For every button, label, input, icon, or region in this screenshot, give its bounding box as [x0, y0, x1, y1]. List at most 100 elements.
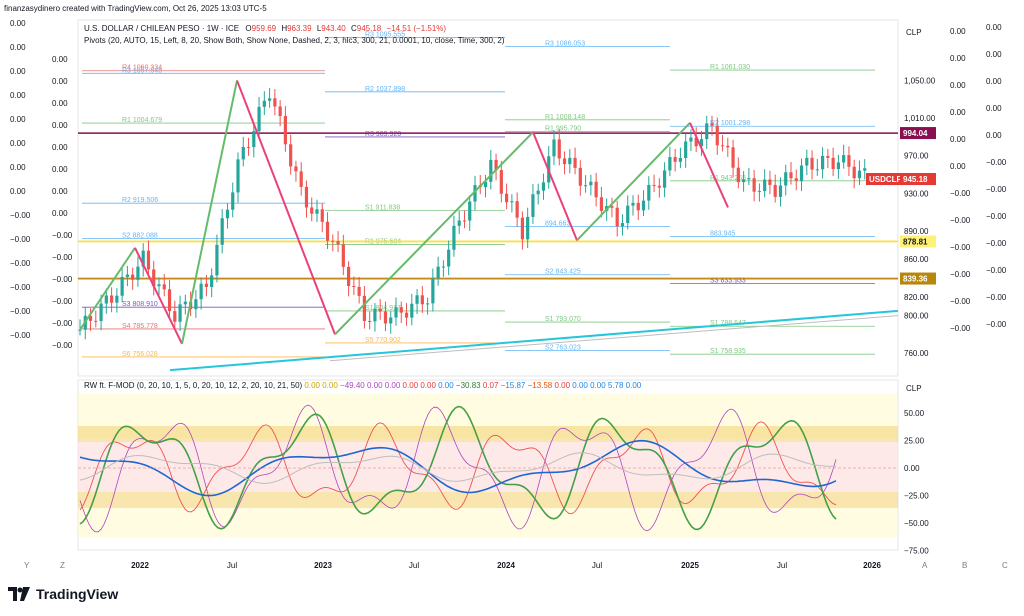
osc-grey-line	[79, 452, 836, 484]
candle-body	[341, 244, 345, 267]
candle-body	[336, 241, 340, 245]
right-scale-a-tick: −0.00	[950, 270, 971, 279]
candle-body	[252, 131, 256, 148]
oscillator-legend-value: −15.87	[498, 381, 526, 390]
pivot-label: R3 1095.555	[365, 32, 405, 39]
price-chart[interactable]: R4 1060.334 R3 1095.555 R3 1086.053 R1 1061…	[0, 16, 1024, 576]
candle-body	[610, 206, 614, 208]
right-scale-b-tick: −0.00	[986, 185, 1007, 194]
price-tick: 1,010.00	[904, 114, 936, 123]
price-tag-label: USDCLP	[869, 175, 903, 184]
right-scale-a-tick: 0.00	[950, 81, 966, 90]
left-scale-a-tick: 0.00	[10, 115, 26, 124]
price-tick: 760.00	[904, 349, 929, 358]
oscillator-legend-value: 0.00	[435, 381, 454, 390]
oscillator-legend-value: 5.78	[605, 381, 624, 390]
candle-body	[663, 170, 667, 188]
candle-body	[657, 185, 661, 188]
right-scale-b-tick: −0.00	[986, 293, 1007, 302]
candle-body	[710, 123, 714, 126]
pivot-label: S1 911.838	[365, 204, 400, 211]
candle-body	[857, 170, 862, 179]
tradingview-logo: TradingView	[8, 586, 118, 602]
left-scale-b-tick: 0.00	[52, 55, 68, 64]
candle-body	[347, 266, 351, 287]
candle-body	[578, 167, 582, 186]
candle-body	[694, 137, 698, 147]
candle-body	[852, 166, 856, 179]
zigzag-down-line	[689, 122, 729, 208]
ohlc-close: C945.18	[350, 24, 382, 33]
bottom-right-label: B	[962, 561, 967, 570]
candle-body	[536, 190, 540, 195]
candle-body	[236, 159, 240, 193]
oscillator-legend-value: 0.00	[552, 381, 571, 390]
oscillator-legend-value: −30.83	[453, 381, 481, 390]
zigzag-down-line	[236, 80, 336, 335]
candle-body	[810, 157, 814, 170]
candle-body	[447, 249, 451, 267]
candle-body	[720, 145, 725, 147]
time-tick: 2025	[681, 561, 699, 570]
candle-body	[752, 178, 756, 192]
right-scale-a-tick: 0.00	[950, 162, 966, 171]
oscillator-legend-value: 0.00	[320, 381, 338, 390]
zigzag-down-line	[134, 247, 183, 345]
price-tag-label: 878.81	[903, 237, 928, 246]
right-scale-a-tick: 0.00	[950, 108, 966, 117]
left-scale-a-tick: 0.00	[10, 19, 26, 28]
left-scale-a-tick: 0.00	[10, 67, 26, 76]
ohlc-high: H963.39	[281, 24, 312, 33]
time-tick: 2024	[497, 561, 515, 570]
candle-body	[194, 299, 198, 310]
pivot-label: R2 1037.898	[365, 86, 405, 93]
candle-body	[473, 185, 477, 202]
right-scale-a-tick: −0.00	[950, 324, 971, 333]
price-tick: 890.00	[904, 227, 929, 236]
zigzag-up-line	[181, 80, 238, 344]
symbol-legend: U.S. DOLLAR / CHILEAN PESO · 1W · ICE O9…	[84, 24, 446, 33]
candle-body	[678, 157, 682, 162]
left-scale-a-tick: −0.00	[10, 283, 31, 292]
ohlc-open: O959.69	[245, 24, 277, 33]
candle-body	[315, 209, 319, 214]
oscillator-tick: −25.00	[904, 492, 929, 501]
candle-body	[626, 205, 630, 224]
candle-body	[210, 275, 214, 288]
oscillator-tick: 50.00	[904, 409, 925, 418]
price-tag	[900, 235, 936, 248]
zigzag-up-line	[334, 131, 534, 336]
pivot-label: R1 1008.148	[545, 114, 585, 121]
time-tick: Jul	[227, 561, 237, 570]
candle-body	[368, 320, 372, 322]
time-tick: 2023	[314, 561, 332, 570]
candle-body	[78, 329, 82, 331]
left-scale-a-tick: −0.00	[10, 235, 31, 244]
zigzag-down-line	[532, 131, 578, 241]
candle-body	[531, 194, 535, 217]
pivot-label: R3 1057.545	[122, 67, 162, 74]
left-scale-b-tick: 0.00	[52, 143, 68, 152]
oscillator-title: RW ft. F-MOD (0, 20, 10, 1, 5, 0, 20, 10…	[84, 381, 303, 390]
pivot-label: S2 882.088	[122, 232, 158, 239]
bottom-left-label: Z	[60, 561, 65, 570]
left-scale-a-tick: −0.00	[10, 211, 31, 220]
pivot-label: S4 785.778	[122, 323, 158, 330]
pivot-label: S6 756.028	[122, 351, 158, 358]
pivot-label: R2 1001.298	[710, 120, 750, 127]
candle-body	[826, 155, 830, 158]
candle-body	[378, 308, 382, 312]
right-scale-b-tick: −0.00	[986, 239, 1007, 248]
right-scale-a-tick: −0.00	[950, 189, 971, 198]
candle-body	[241, 147, 245, 160]
candle-body	[620, 223, 625, 227]
right-scale-a-tick: 0.00	[950, 135, 966, 144]
candle-body	[383, 311, 388, 324]
candle-body	[462, 220, 467, 222]
candle-body	[836, 162, 840, 170]
pivot-label: S1 804.917	[365, 305, 401, 312]
candle-body	[773, 184, 777, 197]
price-tag	[866, 173, 902, 186]
time-tick: Jul	[777, 561, 787, 570]
candle-body	[246, 147, 251, 149]
